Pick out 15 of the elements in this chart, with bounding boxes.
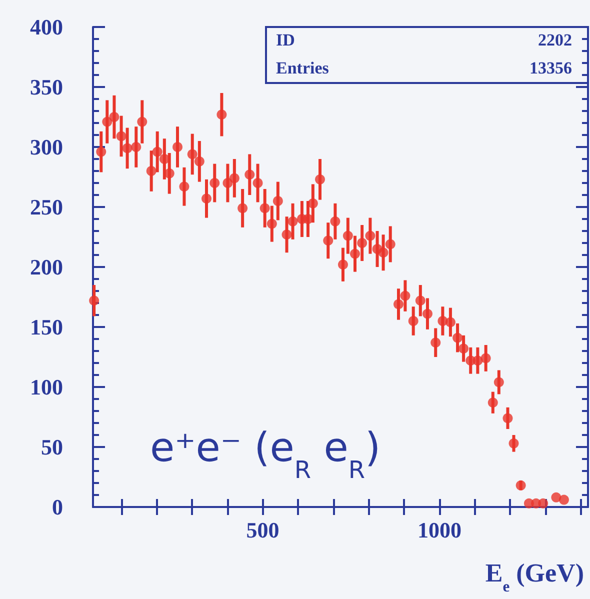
annotation: 13356 [530, 58, 572, 78]
y-tick-label: 400 [30, 14, 63, 40]
y-tick-label: 200 [30, 254, 63, 280]
y-tick-label: 150 [30, 314, 63, 340]
y-tick-label: 350 [30, 74, 63, 100]
y-tick-label: 50 [41, 434, 63, 460]
y-tick-label: 300 [30, 134, 63, 160]
annotation: ID [276, 30, 295, 50]
y-tick-label: 100 [30, 374, 63, 400]
y-tick-label: 250 [30, 194, 63, 220]
annotation: Entries [276, 58, 330, 78]
x-tick-label: 1000 [418, 518, 462, 542]
x-tick-label: 500 [246, 518, 280, 542]
annotation: 2202 [538, 30, 572, 50]
y-tick-label: 0 [52, 494, 63, 520]
